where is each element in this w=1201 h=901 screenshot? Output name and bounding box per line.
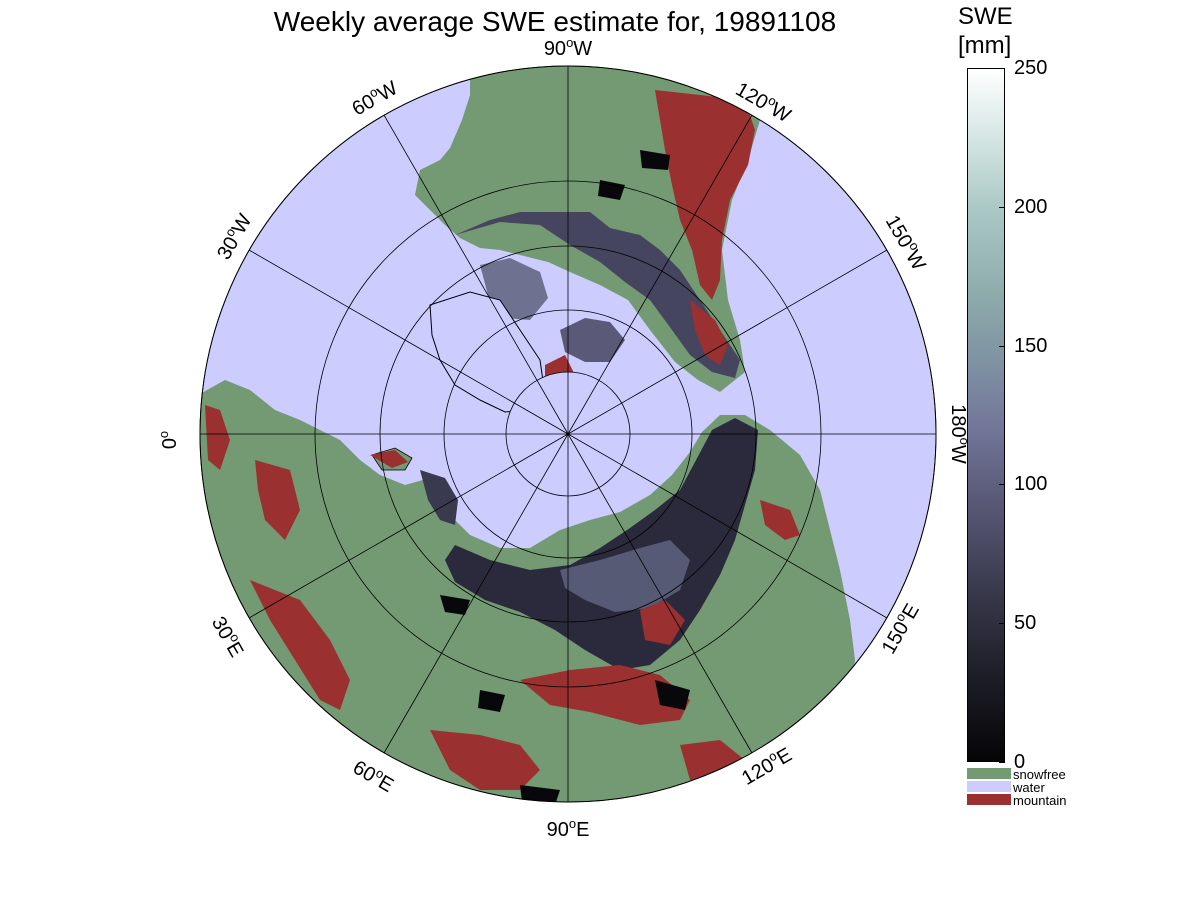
map-title: Weekly average SWE estimate for, 1989110… xyxy=(273,6,837,37)
legend-label-water: water xyxy=(1013,780,1045,795)
colorbar-title-line1: SWE xyxy=(958,3,1013,30)
legend-swatch-snowfree xyxy=(967,768,1011,779)
snow-region-siberia xyxy=(445,418,758,670)
colorbar-title: SWE [mm] xyxy=(958,2,1013,60)
legend-label-mountain: mountain xyxy=(1013,793,1067,808)
legend-swatch-mountain xyxy=(967,794,1011,805)
colorbar-tick-label: 150 xyxy=(1014,334,1048,357)
colorbar-tick-label: 50 xyxy=(1014,612,1037,635)
lon-label-180w: 180oW xyxy=(947,404,972,464)
colorbar-tick-label: 100 xyxy=(1014,473,1048,496)
colorbar-tick-mark xyxy=(999,762,1005,763)
colorbar-gradient xyxy=(967,68,1005,762)
snow-region-scandinavia xyxy=(420,470,458,525)
lon-label-60e: 60oE xyxy=(349,754,399,797)
snow-region-arctic-islands xyxy=(560,318,625,362)
colorbar-tick-mark xyxy=(999,345,1005,347)
lon-label-90w: 90oW xyxy=(544,35,592,60)
colorbar-tick-label: 0 xyxy=(1014,751,1026,773)
colorbar-tick-label: 250 xyxy=(1014,57,1048,79)
graticule-meridians xyxy=(200,66,936,802)
colorbar-tick-mark xyxy=(999,623,1005,625)
map-boundary xyxy=(199,65,937,803)
colorbar-title-line2: [mm] xyxy=(958,32,1012,59)
colorbar-tick-mark xyxy=(999,68,1005,69)
legend-label-snowfree: snowfree xyxy=(1013,767,1066,782)
colorbar-tick-mark xyxy=(999,206,1005,208)
low-swe-patches xyxy=(440,150,690,802)
snow-region-canada xyxy=(455,212,740,378)
colorbar-tick-mark xyxy=(999,484,1005,486)
colorbar-tick-label: 200 xyxy=(1014,195,1048,218)
lon-label-90e: 90oE xyxy=(547,816,590,841)
lon-label-30e: 30oE xyxy=(207,611,250,661)
legend-swatch-water xyxy=(967,781,1011,792)
snow-region-siberia-light xyxy=(560,540,690,612)
lon-label-0: 0o xyxy=(156,431,181,449)
